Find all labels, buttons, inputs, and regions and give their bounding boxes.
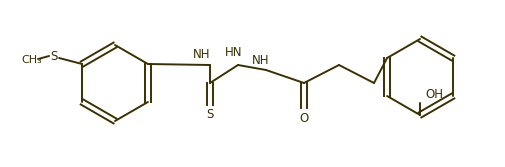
- Text: HN: HN: [225, 46, 243, 59]
- Text: O: O: [299, 112, 309, 125]
- Text: S: S: [50, 49, 58, 62]
- Text: NH: NH: [193, 48, 211, 61]
- Text: OH: OH: [425, 89, 443, 102]
- Text: NH: NH: [252, 53, 270, 66]
- Text: CH₃: CH₃: [22, 55, 42, 65]
- Text: S: S: [207, 109, 214, 122]
